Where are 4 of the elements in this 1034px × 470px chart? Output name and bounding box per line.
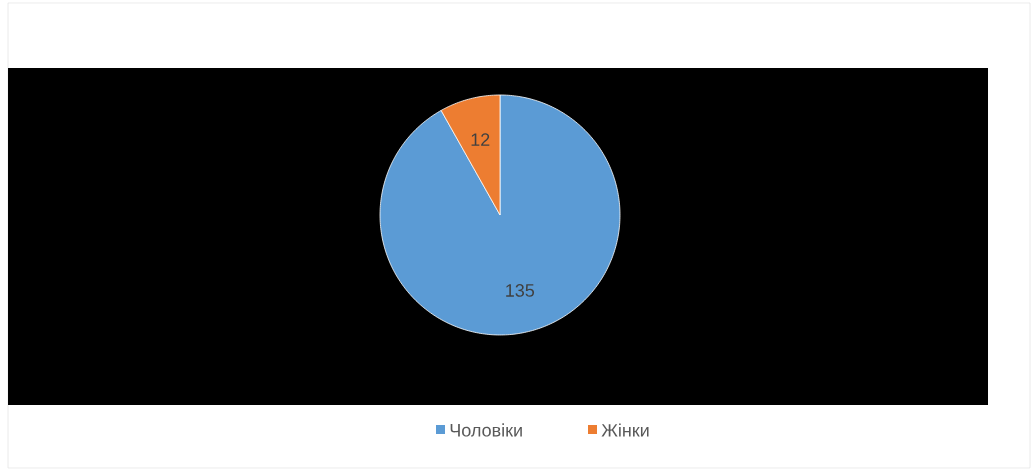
legend-label: Чоловіки <box>450 423 522 437</box>
data-label: 12 <box>471 133 490 146</box>
data-label: 135 <box>506 284 535 297</box>
legend-label: Жінки <box>601 423 649 437</box>
